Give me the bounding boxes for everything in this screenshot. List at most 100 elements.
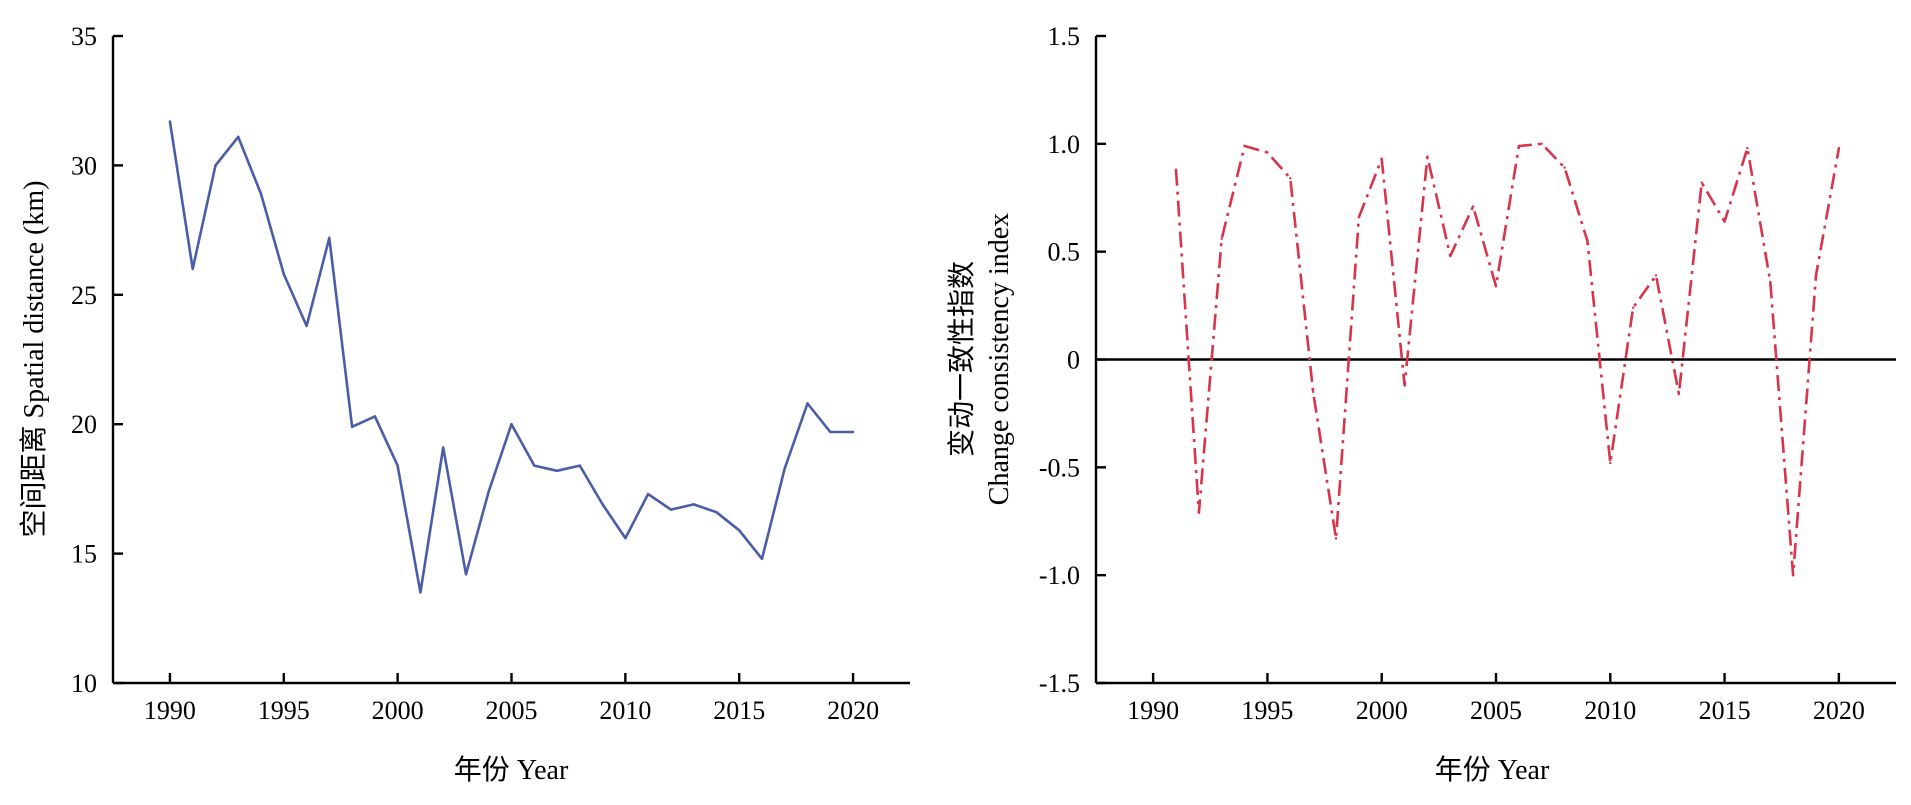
x-tick-label: 2005 bbox=[1470, 696, 1522, 725]
x-ticks: 1990 1995 2000 2005 2010 2015 2020 bbox=[1127, 673, 1865, 725]
y-axis-label-english: Change consistency index bbox=[984, 213, 1015, 505]
data-point bbox=[1791, 574, 1795, 577]
x-axis-label: 年份 Year bbox=[454, 754, 569, 786]
data-point bbox=[1449, 254, 1452, 258]
y-axis-label-chinese: 变动一致性指数 bbox=[946, 261, 978, 457]
data-point bbox=[1426, 155, 1429, 158]
data-point bbox=[259, 192, 263, 196]
data-point bbox=[328, 236, 331, 240]
x-tick-label: 2020 bbox=[1813, 696, 1865, 725]
data-point bbox=[646, 492, 650, 496]
data-point bbox=[214, 164, 217, 167]
panel-change-consistency: -1.5 -1.0 -0.5 0 0.5 1.0 1.5 1990 1995 2000 2005 2… bbox=[946, 22, 1896, 786]
data-point bbox=[1471, 205, 1475, 208]
data-point bbox=[191, 267, 194, 271]
y-tick-label: -0.5 bbox=[1039, 453, 1080, 482]
data-point bbox=[555, 469, 559, 472]
x-tick-label: 1995 bbox=[1241, 696, 1293, 725]
data-point bbox=[1586, 239, 1589, 243]
x-tick-label: 2000 bbox=[1356, 696, 1408, 725]
data-point bbox=[442, 446, 445, 449]
data-point bbox=[851, 430, 855, 434]
data-point bbox=[760, 557, 764, 560]
y-tick-label: 35 bbox=[71, 22, 97, 51]
data-point bbox=[1403, 384, 1406, 387]
y-ticks: -1.5 -1.0 -0.5 0 0.5 1.0 1.5 bbox=[1039, 22, 1106, 698]
y-tick-label: 20 bbox=[71, 410, 97, 439]
data-point bbox=[1540, 142, 1543, 145]
data-point bbox=[1334, 537, 1338, 540]
y-tick-label: 1.5 bbox=[1048, 22, 1081, 51]
x-tick-label: 2010 bbox=[1584, 696, 1636, 725]
data-point bbox=[1700, 181, 1703, 184]
data-point bbox=[1609, 461, 1612, 465]
x-tick-label: 2020 bbox=[827, 696, 879, 725]
data-point bbox=[601, 503, 604, 506]
y-tick-label: 30 bbox=[71, 151, 97, 180]
data-point bbox=[350, 425, 354, 428]
panel-spatial-distance: 10 15 20 25 30 35 1990 1995 2000 2005 2010 2015 202… bbox=[18, 22, 910, 786]
data-point bbox=[419, 591, 422, 594]
data-point bbox=[1746, 146, 1749, 150]
x-tick-label: 2005 bbox=[486, 696, 538, 725]
data-point bbox=[1723, 220, 1726, 223]
y-tick-label: 0.5 bbox=[1048, 238, 1081, 267]
data-point bbox=[1197, 511, 1201, 514]
y-ticks: 10 15 20 25 30 35 bbox=[71, 22, 123, 698]
data-point bbox=[783, 467, 786, 470]
data-point bbox=[1563, 166, 1566, 169]
x-tick-label: 2010 bbox=[599, 696, 651, 725]
data-point bbox=[533, 464, 536, 467]
data-point bbox=[1494, 285, 1498, 288]
data-point bbox=[692, 503, 695, 506]
data-point bbox=[715, 511, 718, 514]
data-point bbox=[806, 402, 809, 405]
data-point bbox=[1677, 392, 1681, 396]
y-tick-label: 1.0 bbox=[1048, 130, 1081, 159]
data-point bbox=[1266, 151, 1269, 154]
data-point bbox=[168, 120, 172, 123]
x-tick-label: 1995 bbox=[258, 696, 310, 725]
data-point bbox=[738, 529, 741, 532]
y-axis-label: 空间距离 Spatial distance (km) bbox=[18, 181, 50, 538]
data-point bbox=[396, 464, 399, 467]
data-point bbox=[1311, 390, 1315, 393]
x-axis-label: 年份 Year bbox=[1435, 754, 1550, 786]
data-point bbox=[624, 536, 627, 540]
data-point bbox=[1243, 144, 1246, 148]
y-tick-label: 15 bbox=[71, 540, 97, 569]
data-point bbox=[1289, 177, 1292, 180]
data-point bbox=[1517, 144, 1521, 148]
data-point bbox=[487, 490, 490, 493]
series-line bbox=[1174, 142, 1841, 577]
data-point bbox=[1174, 168, 1178, 171]
data-point bbox=[1631, 306, 1635, 309]
data-point bbox=[1380, 157, 1383, 161]
data-point bbox=[464, 573, 468, 576]
series-layer bbox=[1174, 142, 1841, 577]
x-tick-label: 2015 bbox=[713, 696, 765, 725]
data-point bbox=[1837, 146, 1841, 150]
x-ticks: 1990 1995 2000 2005 2010 2015 2020 bbox=[144, 673, 879, 725]
data-point bbox=[1654, 274, 1658, 277]
x-tick-label: 2000 bbox=[372, 696, 424, 725]
series-layer bbox=[168, 120, 855, 594]
data-point bbox=[1357, 216, 1361, 219]
data-point bbox=[669, 508, 673, 511]
data-point bbox=[305, 324, 308, 328]
data-point bbox=[1814, 274, 1818, 277]
y-tick-label: -1.0 bbox=[1039, 561, 1080, 590]
data-point bbox=[829, 430, 832, 434]
data-point bbox=[578, 464, 581, 467]
x-tick-label: 1990 bbox=[144, 696, 196, 725]
y-tick-label: 25 bbox=[71, 281, 97, 310]
data-point bbox=[282, 272, 285, 276]
series-line bbox=[168, 121, 854, 594]
y-tick-label: 10 bbox=[71, 669, 97, 698]
y-tick-label: 0 bbox=[1067, 346, 1080, 375]
data-point bbox=[510, 423, 513, 426]
data-point bbox=[237, 135, 240, 139]
y-tick-label: -1.5 bbox=[1039, 669, 1080, 698]
x-tick-label: 1990 bbox=[1127, 696, 1179, 725]
